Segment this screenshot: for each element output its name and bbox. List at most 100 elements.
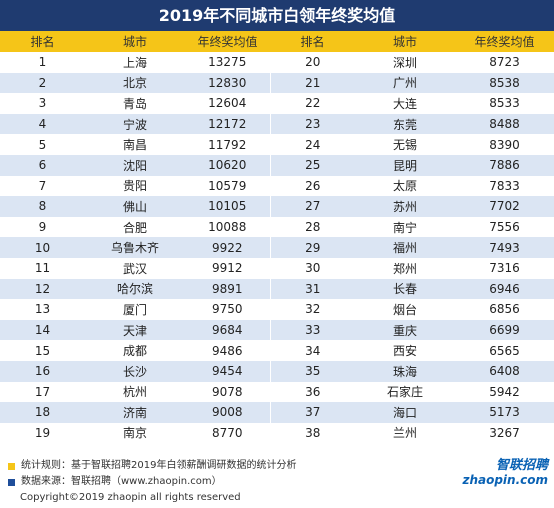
cell: 26 <box>270 175 355 197</box>
table-row: 5 南昌 11792 24 无锡 8390 <box>0 134 554 155</box>
table-row: 7 贵阳 10579 26 太原 7833 <box>0 175 554 197</box>
cell: 32 <box>270 299 355 320</box>
title: 2019年不同城市白领年终奖均值 <box>0 0 554 31</box>
cell: 7833 <box>455 175 554 197</box>
bullet <box>8 462 15 470</box>
cell: 长沙 <box>85 360 185 382</box>
cell: 12172 <box>185 113 271 135</box>
cell: 珠海 <box>355 360 455 382</box>
cell: 南京 <box>85 422 185 444</box>
cell: 9750 <box>185 299 271 320</box>
cell: 5942 <box>455 381 554 403</box>
table-row: 15 成都 9486 34 西安 6565 <box>0 340 554 361</box>
cell: 烟台 <box>355 299 455 320</box>
cell: 8533 <box>455 93 554 114</box>
cell: 10620 <box>185 154 271 176</box>
note: 数据来源：智联招聘（www.zhaopin.com） <box>8 474 296 490</box>
notes: 统计规则：基于智联招聘2019年白领薪酬调研数据的统计分析 数据来源：智联招聘（… <box>8 458 296 490</box>
cell: 9891 <box>185 278 271 300</box>
cell: 4 <box>0 113 85 135</box>
cell: 7 <box>0 175 85 197</box>
table-row: 17 杭州 9078 36 石家庄 5942 <box>0 381 554 403</box>
cell: 31 <box>270 278 355 300</box>
cell: 青岛 <box>85 93 185 114</box>
table-row: 4 宁波 12172 23 东莞 8488 <box>0 113 554 135</box>
cell: 34 <box>270 340 355 361</box>
cell: 6565 <box>455 340 554 361</box>
table-row: 1 上海 13275 20 深圳 8723 <box>0 52 554 73</box>
cell: 19 <box>0 422 85 444</box>
header-cell: 年终奖均值 <box>185 31 270 52</box>
cell: 7886 <box>455 154 554 176</box>
cell: 12830 <box>185 72 271 94</box>
cell: 21 <box>270 72 355 94</box>
cell: 28 <box>270 216 355 238</box>
cell: 石家庄 <box>355 381 455 403</box>
cell: 海口 <box>355 402 455 423</box>
cell: 9 <box>0 216 85 238</box>
cell: 太原 <box>355 175 455 197</box>
cell: 15 <box>0 340 85 361</box>
cell: 3 <box>0 93 85 114</box>
cell: 8488 <box>455 113 554 135</box>
logo-name: 智联招聘 <box>495 458 548 473</box>
logo: 智联招聘 zhaopin.com <box>462 454 548 487</box>
cell: 南昌 <box>85 134 185 155</box>
cell: 24 <box>270 134 355 155</box>
header-cell: 排名 <box>270 31 355 52</box>
cell: 8390 <box>455 134 554 155</box>
header-cell: 城市 <box>85 31 185 52</box>
cell: 38 <box>270 422 355 444</box>
cell: 7702 <box>455 196 554 217</box>
cell: 8770 <box>185 422 271 444</box>
cell: 福州 <box>355 237 455 258</box>
cell: 8723 <box>455 52 554 73</box>
cell: 9922 <box>185 237 271 258</box>
header-row: 排名 城市 年终奖均值 排名 城市 年终奖均值 <box>0 31 554 52</box>
table-row: 13 厦门 9750 32 烟台 6856 <box>0 299 554 320</box>
table-row: 18 济南 9008 37 海口 5173 <box>0 402 554 423</box>
cell: 13 <box>0 299 85 320</box>
cell: 深圳 <box>355 52 455 73</box>
table-row: 19 南京 8770 38 兰州 3267 <box>0 422 554 444</box>
cell: 7556 <box>455 216 554 238</box>
note-text: 统计规则：基于智联招聘2019年白领薪酬调研数据的统计分析 <box>21 460 297 471</box>
table-row: 3 青岛 12604 22 大连 8533 <box>0 93 554 114</box>
cell: 广州 <box>355 72 455 94</box>
cell: 6699 <box>455 319 554 341</box>
cell: 西安 <box>355 340 455 361</box>
cell: 天津 <box>85 319 185 341</box>
cell: 宁波 <box>85 113 185 135</box>
cell: 13275 <box>185 52 271 73</box>
table-row: 2 北京 12830 21 广州 8538 <box>0 72 554 94</box>
cell: 济南 <box>85 402 185 423</box>
cell: 武汉 <box>85 257 185 279</box>
cell: 9078 <box>185 381 271 403</box>
table-row: 9 合肥 10088 28 南宁 7556 <box>0 216 554 238</box>
cell: 10105 <box>185 196 271 217</box>
cell: 7493 <box>455 237 554 258</box>
cell: 30 <box>270 257 355 279</box>
table-row: 6 沈阳 10620 25 昆明 7886 <box>0 154 554 176</box>
copyright: Copyright©2019 zhaopin all rights reserv… <box>20 492 241 503</box>
table-row: 12 哈尔滨 9891 31 长春 6946 <box>0 278 554 300</box>
table-row: 8 佛山 10105 27 苏州 7702 <box>0 196 554 217</box>
cell: 3267 <box>455 422 554 444</box>
cell: 合肥 <box>85 216 185 238</box>
cell: 22 <box>270 93 355 114</box>
cell: 昆明 <box>355 154 455 176</box>
cell: 6 <box>0 154 85 176</box>
cell: 东莞 <box>355 113 455 135</box>
cell: 6946 <box>455 278 554 300</box>
cell: 12604 <box>185 93 271 114</box>
cell: 17 <box>0 381 85 403</box>
cell: 5 <box>0 134 85 155</box>
cell: 佛山 <box>85 196 185 217</box>
cell: 27 <box>270 196 355 217</box>
cell: 沈阳 <box>85 154 185 176</box>
cell: 8 <box>0 196 85 217</box>
cell: 11792 <box>185 134 271 155</box>
header-cell: 年终奖均值 <box>455 31 554 52</box>
cell: 哈尔滨 <box>85 278 185 300</box>
cell: 南宁 <box>355 216 455 238</box>
